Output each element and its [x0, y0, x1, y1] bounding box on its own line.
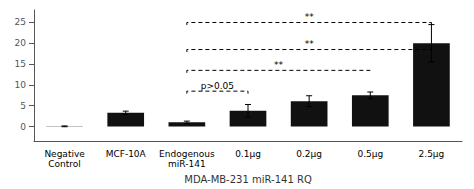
svg-text:Control: Control [48, 159, 81, 169]
svg-text:**: ** [274, 60, 284, 70]
svg-text:0: 0 [20, 122, 26, 132]
svg-text:p>0.05: p>0.05 [201, 81, 234, 91]
svg-text:5: 5 [20, 101, 26, 111]
svg-text:25: 25 [15, 17, 26, 27]
svg-text:0.2μg: 0.2μg [296, 149, 322, 159]
svg-text:20: 20 [15, 38, 27, 48]
svg-text:Negative: Negative [44, 149, 85, 159]
svg-text:10: 10 [15, 80, 27, 90]
svg-text:Endogenous: Endogenous [159, 149, 215, 159]
svg-text:**: ** [305, 12, 315, 22]
svg-text:0.1μg: 0.1μg [235, 149, 261, 159]
svg-text:miR-141: miR-141 [168, 159, 206, 169]
svg-text:MCF-10A: MCF-10A [106, 149, 147, 159]
svg-text:2.5μg: 2.5μg [419, 149, 445, 159]
svg-text:MDA-MB-231 miR-141 RQ: MDA-MB-231 miR-141 RQ [184, 174, 312, 185]
svg-text:**: ** [305, 39, 315, 49]
svg-text:15: 15 [15, 59, 26, 69]
svg-text:0.5μg: 0.5μg [357, 149, 383, 159]
